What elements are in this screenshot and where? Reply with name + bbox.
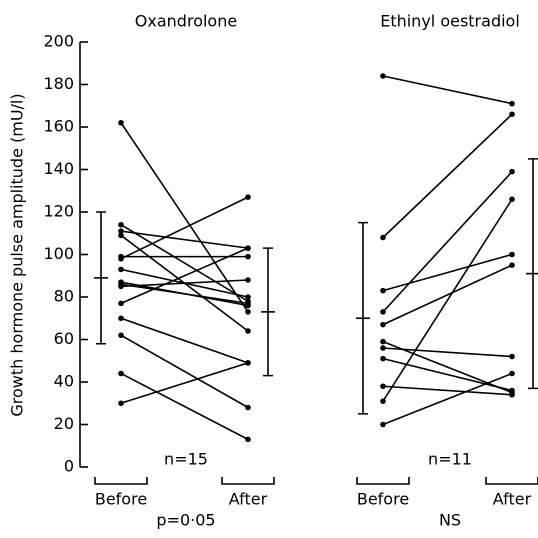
dot xyxy=(118,221,124,228)
dot xyxy=(245,309,251,315)
dot xyxy=(509,391,515,398)
y-tick-label: 180 xyxy=(43,74,74,93)
dot xyxy=(509,168,515,175)
pair-line xyxy=(120,334,249,409)
pair-line xyxy=(382,357,513,392)
pair-line xyxy=(382,75,513,105)
dot xyxy=(118,228,124,234)
y-tick-label: 40 xyxy=(54,372,74,391)
x-tick-label: Before xyxy=(357,490,409,509)
dot xyxy=(509,353,515,360)
pair-line xyxy=(382,253,513,292)
dot xyxy=(509,370,515,377)
dot xyxy=(245,404,251,411)
pair-line xyxy=(120,224,249,302)
y-tick-label: 80 xyxy=(54,287,74,306)
pair-line xyxy=(120,196,249,260)
dot xyxy=(509,111,515,118)
dot xyxy=(380,338,386,345)
dot xyxy=(509,251,515,258)
dot xyxy=(118,400,124,407)
dot xyxy=(380,287,386,294)
dot xyxy=(118,370,124,377)
n-label: n=15 xyxy=(164,450,208,469)
y-tick-label: 0 xyxy=(64,457,74,476)
y-axis-label: Growth hormone pulse amplitude (mU/l) xyxy=(8,93,27,416)
n-label: n=11 xyxy=(428,450,472,469)
category-bracket xyxy=(94,477,148,485)
dot xyxy=(380,234,386,241)
dot xyxy=(380,383,386,390)
dot xyxy=(245,300,251,307)
dot xyxy=(118,119,124,126)
dot xyxy=(509,100,515,107)
category-bracket xyxy=(356,477,410,485)
dot xyxy=(118,283,124,290)
pair-line xyxy=(120,362,249,405)
y-tick-label: 120 xyxy=(43,202,74,221)
dot xyxy=(118,332,124,339)
pair-line xyxy=(120,279,249,288)
p-label: NS xyxy=(439,511,461,530)
dot xyxy=(380,73,386,79)
dot xyxy=(118,232,124,239)
panel-title: Ethinyl oestradiol xyxy=(380,12,520,31)
y-tick-label: 140 xyxy=(43,159,74,178)
dot xyxy=(380,421,386,428)
pair-line xyxy=(120,372,249,441)
dot xyxy=(509,196,515,203)
pair-line xyxy=(382,385,513,396)
y-tick-label: 60 xyxy=(54,329,74,348)
dot xyxy=(380,321,386,328)
category-bracket xyxy=(485,477,538,485)
dot xyxy=(245,194,251,200)
panel-title: Oxandrolone xyxy=(135,12,237,31)
dot xyxy=(509,262,515,268)
pair-line xyxy=(120,247,249,305)
dot xyxy=(245,253,251,260)
dot xyxy=(245,360,251,366)
y-tick-label: 100 xyxy=(43,244,74,263)
dot xyxy=(380,345,386,351)
dot xyxy=(245,294,251,300)
dot xyxy=(118,266,124,273)
dot xyxy=(380,355,386,362)
pair-line xyxy=(382,372,513,426)
dot xyxy=(245,328,251,334)
dot xyxy=(380,309,386,315)
dot xyxy=(245,277,251,283)
dot xyxy=(118,255,124,262)
x-tick-label: After xyxy=(229,490,268,509)
y-tick-label: 160 xyxy=(43,117,74,136)
pair-line xyxy=(120,283,249,305)
x-tick-label: Before xyxy=(95,490,147,509)
pair-line xyxy=(120,230,249,249)
y-tick-label: 20 xyxy=(54,414,74,433)
dot xyxy=(380,398,386,404)
pair-line xyxy=(382,198,513,402)
dot xyxy=(245,245,251,251)
pair-line xyxy=(382,171,513,313)
dot xyxy=(509,387,515,394)
x-tick-label: After xyxy=(493,490,532,509)
pair-line xyxy=(120,317,249,364)
dot xyxy=(118,300,124,307)
y-tick-label: 200 xyxy=(43,32,74,51)
pair-line xyxy=(382,113,513,239)
dot xyxy=(245,436,251,443)
pair-line xyxy=(382,347,513,358)
dot xyxy=(118,315,124,322)
p-label: p=0·05 xyxy=(156,511,215,530)
pair-line xyxy=(382,264,513,326)
category-bracket xyxy=(221,477,275,485)
